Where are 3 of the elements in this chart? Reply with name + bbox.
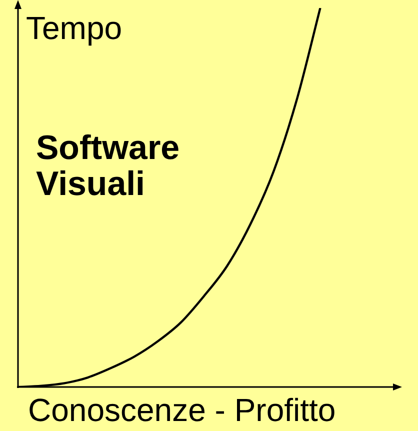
annotation: Software Visuali (36, 129, 181, 203)
y-axis-title: Tempo (26, 10, 122, 46)
x-axis-title: Conoscenze - Profitto (28, 391, 336, 430)
